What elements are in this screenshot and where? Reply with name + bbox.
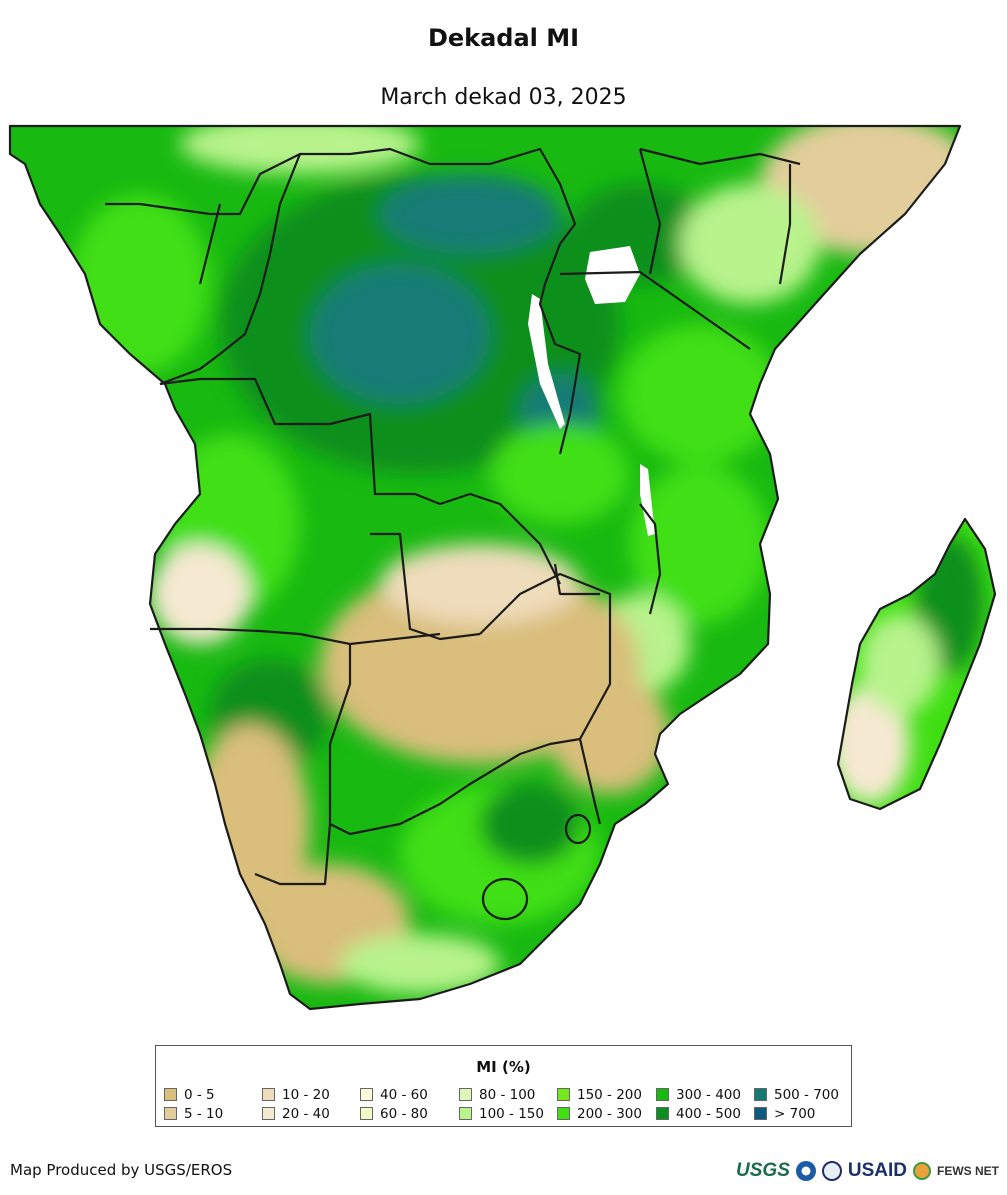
moisture-index-map[interactable]: [0, 124, 1007, 1024]
legend-item: 150 - 200: [557, 1086, 657, 1104]
legend-item: 0 - 5: [164, 1086, 264, 1104]
usaid-logo: USAID: [847, 1160, 907, 1181]
lake-victoria: [585, 246, 640, 304]
legend-swatch: [360, 1107, 373, 1120]
legend-item: 20 - 40: [262, 1105, 362, 1123]
legend-label: > 700: [774, 1106, 816, 1122]
legend-swatch: [459, 1107, 472, 1120]
legend-item: 5 - 10: [164, 1105, 264, 1123]
legend-label: 5 - 10: [184, 1106, 224, 1122]
legend-swatch: [656, 1107, 669, 1120]
legend-swatch: [459, 1088, 472, 1101]
legend-swatch: [360, 1088, 373, 1101]
legend-label: 20 - 40: [282, 1106, 330, 1122]
legend-label: 300 - 400: [676, 1087, 741, 1103]
legend-label: 100 - 150: [479, 1106, 544, 1122]
legend-swatch: [164, 1107, 177, 1120]
fews-globe-icon: [913, 1162, 931, 1180]
legend-label: 40 - 60: [380, 1087, 428, 1103]
legend-swatch: [656, 1088, 669, 1101]
legend-label: 400 - 500: [676, 1106, 741, 1122]
legend-title: MI (%): [476, 1058, 531, 1076]
legend-label: 200 - 300: [577, 1106, 642, 1122]
legend-swatch: [557, 1088, 570, 1101]
map-title: Dekadal MI: [427, 24, 580, 52]
legend-item: 40 - 60: [360, 1086, 460, 1104]
legend-swatch: [164, 1088, 177, 1101]
legend-swatch: [262, 1088, 275, 1101]
country-borders: [8, 124, 997, 1011]
lake-tanganyika: [528, 294, 565, 429]
usgs-logo: USGS: [736, 1160, 790, 1181]
legend-item: 10 - 20: [262, 1086, 362, 1104]
legend-swatch: [262, 1107, 275, 1120]
agency-logos: USGS USAID FEWS NET: [736, 1158, 999, 1184]
legend-item: 80 - 100: [459, 1086, 559, 1104]
legend-item: 300 - 400: [656, 1086, 756, 1104]
legend-label: 60 - 80: [380, 1106, 428, 1122]
legend-label: 150 - 200: [577, 1087, 642, 1103]
moisture-field-madagascar: [838, 534, 985, 804]
map-subtitle: March dekad 03, 2025: [380, 85, 627, 110]
usaid-seal-icon: [821, 1161, 842, 1181]
fews-net-logo: FEWS NET: [937, 1164, 999, 1178]
legend-label: 500 - 700: [774, 1087, 839, 1103]
noaa-logo-icon: [795, 1161, 816, 1181]
legend-label: 10 - 20: [282, 1087, 330, 1103]
legend-item: > 700: [754, 1105, 854, 1123]
legend-item: 200 - 300: [557, 1105, 657, 1123]
legend-swatch: [754, 1088, 767, 1101]
legend: MI (%) 0 - 5 5 - 10 10 - 20 20 - 40 40 - 60 6…: [155, 1045, 852, 1127]
legend-item: 400 - 500: [656, 1105, 756, 1123]
legend-label: 0 - 5: [184, 1087, 215, 1103]
credit-text: Map Produced by USGS/EROS: [10, 1161, 233, 1179]
legend-item: 60 - 80: [360, 1105, 460, 1123]
legend-swatch: [754, 1107, 767, 1120]
legend-item: 100 - 150: [459, 1105, 559, 1123]
legend-item: 500 - 700: [754, 1086, 854, 1104]
legend-label: 80 - 100: [479, 1087, 536, 1103]
legend-swatch: [557, 1107, 570, 1120]
